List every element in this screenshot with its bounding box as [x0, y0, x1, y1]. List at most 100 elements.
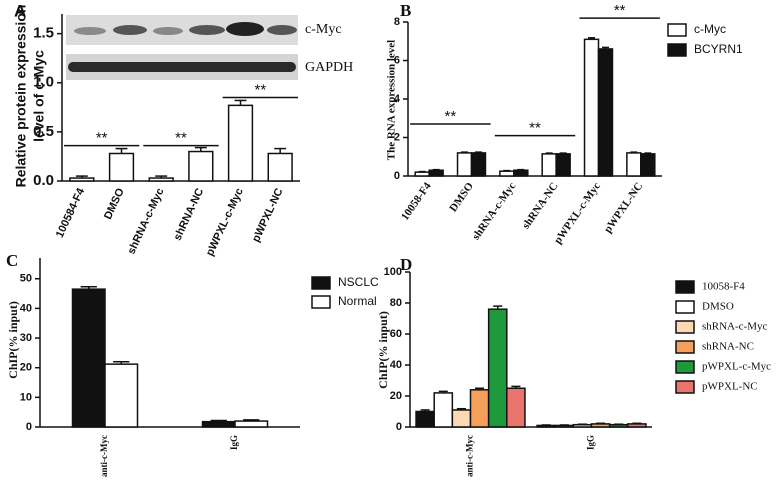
x-tick-label: pWPXL-NC: [250, 186, 285, 244]
legend-label: DMSO: [702, 301, 734, 313]
significance-label: **: [444, 108, 456, 125]
bar: [201, 420, 236, 428]
blot-band: [113, 25, 147, 35]
bar: [433, 392, 454, 428]
legend-label: pWPXL-NC: [702, 381, 758, 393]
legend-swatch: [675, 280, 695, 294]
legend-swatch: [311, 295, 331, 309]
y-tick-label: 0: [396, 421, 402, 433]
blot-label: c-Myc: [305, 22, 342, 37]
legend-swatch: [667, 43, 687, 57]
y-tick-label: 60: [390, 328, 402, 340]
legend-label: c-Myc: [694, 22, 726, 36]
bar: [188, 150, 214, 182]
y-tick-label: 40: [20, 302, 32, 314]
bar: [104, 363, 139, 428]
y-axis-label: ChIP(% input): [376, 311, 390, 389]
western-blot: [66, 15, 298, 80]
legend-label: pWPXL-c-Myc: [702, 361, 771, 373]
bar: [470, 152, 487, 177]
blot-band: [267, 25, 297, 35]
y-axis-label: Relative protein expression: [13, 5, 29, 188]
y-axis-label: level of c-Myc: [31, 50, 47, 142]
significance-label: **: [96, 130, 108, 147]
y-tick-label: 50: [20, 273, 32, 285]
y-tick-label: 6: [394, 54, 400, 66]
bar: [428, 169, 444, 177]
y-tick-label: 0: [26, 421, 32, 433]
bar: [234, 420, 269, 428]
x-tick-label: IgG: [229, 435, 239, 450]
blot-band: [68, 62, 296, 72]
legend-swatch: [667, 23, 687, 37]
legend-label: shRNA-NC: [702, 341, 754, 353]
bar: [626, 152, 642, 177]
y-tick-label: 10: [20, 391, 32, 403]
bar: [555, 153, 571, 177]
legend-swatch: [675, 300, 695, 314]
bar: [456, 152, 473, 177]
y-axis-label: ChIP(% input): [6, 301, 20, 379]
legend-label: 10058-F4: [702, 281, 745, 293]
bar: [69, 177, 95, 182]
y-tick-label: 80: [390, 297, 402, 309]
legend-swatch: [675, 380, 695, 394]
x-tick-label: 100584-F4: [54, 186, 88, 240]
significance-label: **: [175, 130, 187, 147]
y-tick-label: 20: [390, 390, 402, 402]
bar: [597, 48, 614, 177]
bar: [608, 423, 629, 428]
panel-label: C: [6, 251, 18, 270]
y-tick-label: 100: [384, 266, 402, 278]
blot-band: [153, 27, 183, 35]
bar: [415, 410, 435, 428]
bar: [640, 153, 656, 177]
bar: [414, 171, 430, 177]
bar: [513, 169, 529, 177]
legend-swatch: [675, 360, 695, 374]
legend-swatch: [675, 320, 695, 334]
x-tick-label: pWPXL-c-Myc: [204, 186, 246, 258]
x-tick-label: shRNA-NC: [172, 186, 207, 242]
x-tick-label: anti-c-Myc: [99, 435, 109, 477]
bar: [536, 424, 556, 428]
y-tick-label: 0.5: [33, 123, 54, 140]
significance-label: **: [529, 120, 541, 137]
bar: [583, 38, 600, 177]
blot-label: GAPDH: [305, 60, 353, 75]
x-tick-label: shRNA-c-Myc: [470, 180, 518, 242]
bar: [71, 288, 106, 428]
x-tick-label: DMSO: [102, 186, 127, 221]
y-tick-label: 20: [20, 362, 32, 374]
x-tick-label: pWPXL-c-Myc: [552, 180, 603, 246]
x-tick-label: anti-c-Myc: [465, 435, 475, 477]
y-tick-label: 2: [394, 131, 400, 143]
bar: [451, 409, 472, 428]
y-tick-label: 40: [390, 359, 402, 371]
bar: [487, 308, 508, 428]
x-tick-label: DMSO: [447, 180, 476, 214]
legend-swatch: [675, 340, 695, 354]
y-tick-label: 1.5: [33, 25, 54, 42]
bar: [572, 423, 593, 428]
y-tick-label: 30: [20, 332, 32, 344]
x-tick-label: shRNA-NC: [520, 180, 561, 231]
y-tick-label: 8: [394, 16, 400, 28]
blot-band: [226, 22, 264, 36]
legend-swatch: [311, 276, 331, 290]
blot-band: [189, 25, 225, 35]
y-axis-label: The RNA expression level: [386, 40, 398, 161]
bar: [506, 387, 526, 428]
panel-label: B: [400, 1, 411, 20]
blot-band: [74, 27, 106, 35]
significance-label: **: [254, 81, 266, 98]
bar: [499, 170, 515, 177]
x-tick-label: IgG: [586, 435, 596, 450]
bar: [554, 424, 575, 428]
x-tick-label: pWPXL-NC: [602, 180, 646, 235]
y-tick-label: 0.0: [33, 172, 54, 189]
bar: [469, 389, 490, 428]
bar: [267, 152, 293, 182]
bar: [627, 423, 647, 428]
x-tick-label: shRNA-c-Myc: [125, 186, 166, 256]
